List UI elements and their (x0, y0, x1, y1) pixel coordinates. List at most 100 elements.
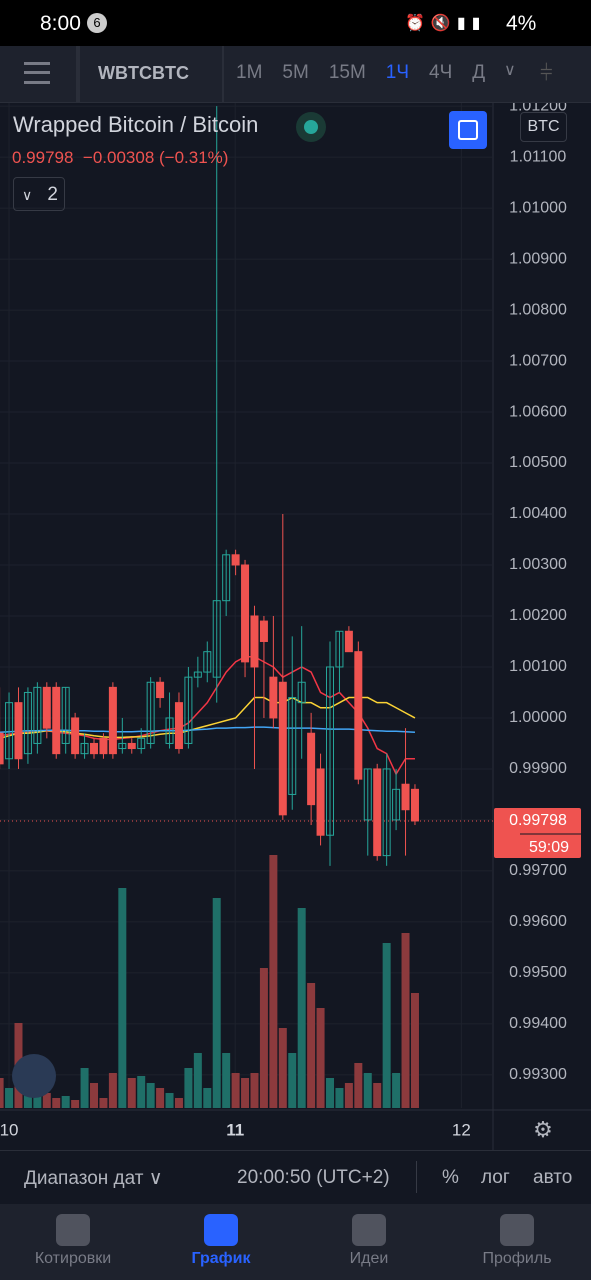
volume-bar (108, 1073, 117, 1108)
y-tick-label: 1.00900 (509, 250, 567, 267)
candle-body (410, 788, 419, 822)
volume-bar (335, 1088, 344, 1108)
candle-body (5, 702, 14, 760)
candle-body (259, 620, 268, 642)
y-tick-label: 0.99500 (509, 964, 567, 981)
y-tick-label: 1.00500 (509, 454, 567, 471)
price: 0.99798 (12, 148, 74, 167)
y-tick-label: 1.00300 (509, 556, 567, 573)
nav-item[interactable]: Котировки (13, 1214, 133, 1268)
nav-item[interactable]: Идеи (309, 1214, 429, 1268)
candle-body (278, 681, 287, 816)
more-intervals[interactable]: ∨ (504, 62, 516, 79)
candle-body (52, 686, 61, 755)
symbol[interactable]: WBTCBTC (98, 63, 189, 83)
candle-body (127, 742, 136, 750)
last-price-box (494, 807, 581, 858)
status-icons: ⏰🔇▮▮ (405, 15, 487, 32)
volume-bar (193, 1053, 202, 1108)
chart: 1.012001.011001.010001.009001.008001.007… (0, 97, 591, 1150)
logo[interactable] (12, 1054, 56, 1098)
candle-body (42, 686, 51, 729)
interval[interactable]: 15М (328, 62, 366, 83)
fullscreen-button[interactable] (449, 111, 487, 149)
y-tick-label: 1.01100 (510, 148, 567, 165)
candle-body (354, 651, 363, 780)
interval[interactable]: 4Ч (429, 62, 453, 83)
volume-bar (165, 1093, 174, 1108)
volume-bar (278, 1028, 287, 1108)
nav-item[interactable]: График (161, 1214, 281, 1268)
candle-body (14, 702, 23, 760)
candle-body (71, 717, 80, 755)
volume-bar (0, 1078, 4, 1108)
volume-bar (363, 1073, 372, 1108)
volume-bar (297, 908, 306, 1108)
toolbar: WBTCBTC 1М 5М 15М 1Ч 4Ч Д ∨ ⫩ (0, 46, 591, 103)
volume-bar (184, 1068, 193, 1108)
y-tick-label: 0.99400 (509, 1015, 567, 1032)
candle-body (137, 737, 146, 750)
candle-body (382, 768, 391, 857)
market-status[interactable] (296, 112, 326, 142)
nav-icon (352, 1214, 386, 1246)
divider (416, 1161, 417, 1193)
nav-icon (56, 1214, 90, 1246)
candle-body (307, 732, 316, 806)
nav-item[interactable]: Профиль (457, 1214, 577, 1268)
percent-toggle[interactable]: % (442, 1167, 459, 1188)
volume-bar (354, 1063, 363, 1108)
notification-badge: 6 (87, 13, 107, 33)
settings-icon[interactable]: ⚙ (533, 1117, 553, 1142)
currency-label: BTC (520, 112, 567, 142)
volume-bar (71, 1100, 80, 1108)
nav-icon (204, 1214, 238, 1246)
volume-bar (5, 1088, 14, 1108)
candle-body (184, 676, 193, 744)
candle-body (344, 630, 353, 653)
interval[interactable]: Д (472, 62, 486, 83)
candle-body (165, 717, 174, 744)
menu-button[interactable] (24, 62, 50, 84)
clock: 20:00:50 (UTC+2) (237, 1167, 390, 1188)
volume-bar (90, 1083, 99, 1108)
interval[interactable]: 1Ч (385, 62, 410, 83)
interval[interactable]: 5М (282, 62, 309, 83)
volume-bar (146, 1083, 155, 1108)
nav-label: Профиль (482, 1250, 552, 1267)
indicators-toggle[interactable]: ∨ 2 (13, 177, 65, 211)
y-tick-label: 0.99600 (509, 913, 567, 930)
candle-body (269, 676, 278, 719)
candle-body (401, 783, 410, 811)
chart-type-button[interactable]: ⫩ (540, 60, 553, 85)
candle-body (61, 686, 70, 744)
candle-body (373, 768, 382, 857)
volume-bar (42, 1093, 51, 1108)
log-toggle[interactable]: лог (481, 1167, 510, 1188)
volume-bar (61, 1096, 70, 1108)
volume-bar (80, 1068, 89, 1108)
interval[interactable]: 1М (236, 62, 263, 83)
x-tick-label: 10 (0, 1120, 19, 1139)
last-price-label: 0.99798 (509, 812, 567, 829)
nav-label: Котировки (34, 1250, 112, 1267)
y-tick-label: 1.00800 (509, 301, 567, 318)
nav-icon (500, 1214, 534, 1246)
candle-body (326, 666, 335, 836)
volume-bar (250, 1073, 259, 1108)
auto-toggle[interactable]: авто (533, 1167, 573, 1188)
time: 8:00 (40, 12, 81, 35)
candle-body (90, 742, 99, 755)
indicators-count: 2 (47, 184, 58, 205)
candle-body (80, 742, 89, 755)
candle-body (203, 651, 212, 673)
y-tick-label: 1.00200 (509, 607, 567, 624)
date-range[interactable]: Диапазон дат ∨ (24, 1168, 163, 1189)
volume-bar (127, 1078, 136, 1108)
volume-bar (259, 968, 268, 1108)
volume-bar (99, 1098, 108, 1108)
divider (222, 46, 224, 102)
candle-body (363, 768, 372, 821)
volume-bar (269, 855, 278, 1108)
